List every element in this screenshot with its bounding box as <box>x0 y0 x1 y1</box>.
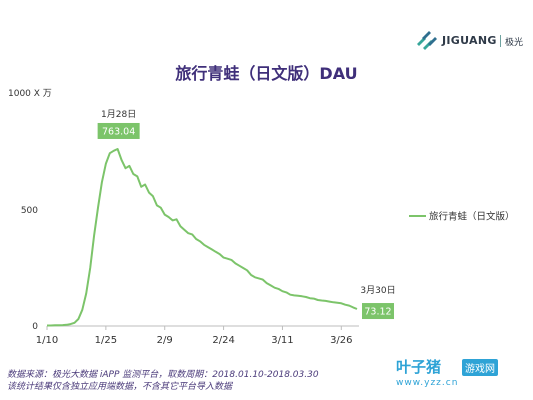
legend-label: 旅行青蛙（日文版） <box>429 211 515 223</box>
watermark-logo: 叶子猪 <box>396 358 442 376</box>
x-tick-label: 2/9 <box>157 335 173 346</box>
x-tick-label: 1/10 <box>36 335 58 346</box>
y-tick-label: 500 <box>21 206 38 216</box>
annotation-date: 1月28日 <box>101 109 136 120</box>
footer-notes: 数据来源：极光大数据 iAPP 监测平台，取数周期：2018.01.10-201… <box>7 369 319 393</box>
brand-name: JIGUANG <box>442 34 497 47</box>
chart-title: 旅行青蛙（日文版）DAU <box>175 64 358 83</box>
brand-divider <box>500 35 501 47</box>
annotation-value: 763.04 <box>102 126 135 137</box>
annotation-box <box>362 303 394 320</box>
annotation-box <box>97 122 140 139</box>
y-tick-label: 0 <box>32 322 38 332</box>
x-tick-label: 1/25 <box>95 335 117 346</box>
x-tick-label: 3/11 <box>271 335 293 346</box>
y-axis-label: 1000 X 万 <box>8 89 52 99</box>
watermark-tag: 游戏网 <box>462 359 498 376</box>
annotation-date: 3月30日 <box>360 285 395 296</box>
brand-logo-icon <box>417 31 437 50</box>
series-line <box>47 148 358 327</box>
footer-disclaimer: 该统计结果仅含独立应用端数据，不含其它平台导入数据 <box>7 382 233 392</box>
brand-name-cn: 极光 <box>505 38 524 48</box>
annotation-value: 73.12 <box>364 307 391 318</box>
watermark: 叶子猪 游戏网 www.yzz.cn <box>396 356 528 396</box>
footer-source: 数据来源：极光大数据 iAPP 监测平台，取数周期：2018.01.10-201… <box>7 370 319 380</box>
x-tick-label: 3/26 <box>330 335 352 346</box>
watermark-url: www.yzz.cn <box>396 378 459 388</box>
x-tick-label: 2/24 <box>212 335 234 346</box>
brand-logo: JIGUANG 极光 <box>414 27 524 55</box>
